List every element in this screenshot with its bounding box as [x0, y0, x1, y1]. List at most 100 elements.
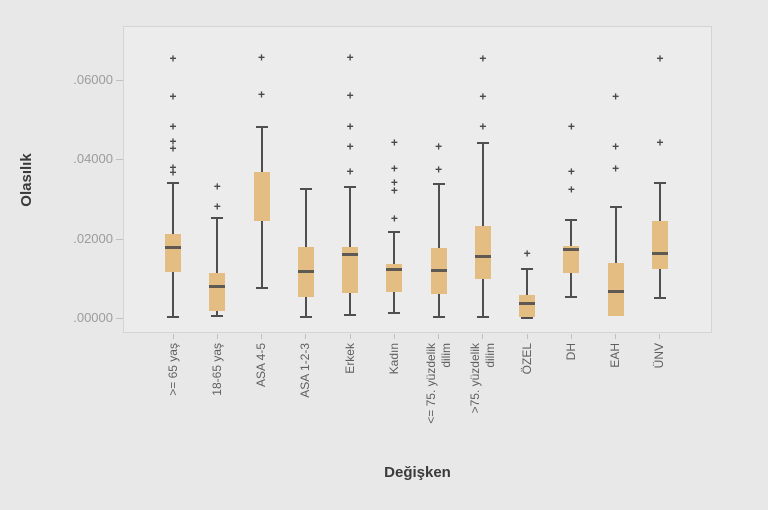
outlier-point: +: [612, 161, 620, 176]
outlier-point: +: [435, 139, 443, 154]
outlier-point: +: [390, 161, 398, 176]
whisker: [614, 206, 617, 316]
outlier-point: +: [479, 51, 487, 66]
x-tick-label: Erkek: [342, 343, 357, 374]
x-tick-label: <= 75. yüzdelik dilim: [424, 343, 454, 424]
whisker-cap-bottom: [167, 315, 179, 318]
whisker: [526, 268, 529, 318]
y-axis-title-text: Olasılık: [17, 153, 35, 207]
outlier-point: +: [479, 89, 487, 104]
median-line: [651, 251, 668, 255]
outlier-point: +: [656, 135, 664, 150]
outlier-point: +: [346, 88, 354, 103]
outlier-point: +: [567, 164, 575, 179]
iqr-box: [474, 226, 491, 280]
outlier-point: +: [169, 119, 177, 134]
outlier-point: +: [390, 135, 398, 150]
x-tick-label: ÜNV: [652, 343, 667, 369]
whisker-cap-top: [388, 230, 401, 233]
x-tick-mark: [438, 334, 440, 339]
whisker-cap-top: [653, 182, 666, 185]
median-line: [165, 246, 181, 250]
y-tick-mark: [116, 238, 123, 240]
x-tick-mark: [305, 334, 307, 339]
outlier-point: +: [169, 165, 177, 180]
outlier-point: +: [612, 89, 620, 104]
whisker-cap-bottom: [255, 286, 268, 289]
outlier-point: +: [390, 175, 398, 190]
outlier-point: +: [213, 199, 221, 214]
x-tick-mark: [526, 334, 528, 339]
y-tick-mark: [116, 159, 123, 161]
x-tick-mark: [659, 334, 661, 339]
whisker-cap-top: [255, 125, 268, 128]
whisker-cap-top: [476, 142, 489, 145]
y-tick-label: .04000: [73, 151, 113, 167]
y-tick-label: .00000: [73, 310, 113, 325]
y-tick-label: .06000: [73, 72, 113, 88]
outlier-point: +: [390, 211, 398, 226]
iqr-box: [519, 295, 536, 317]
median-line: [607, 290, 624, 294]
x-tick-label: 18-65 yaş: [209, 343, 224, 396]
outlier-point: +: [169, 141, 177, 156]
iqr-box: [253, 172, 270, 221]
outlier-point: +: [390, 183, 398, 198]
whisker-cap-top: [521, 267, 534, 270]
x-tick-label: >75. yüzdelik dilim: [468, 343, 498, 414]
x-tick-label: DH: [563, 343, 578, 361]
outlier-point: +: [435, 162, 443, 177]
median-line: [386, 267, 403, 271]
outlier-point: +: [169, 134, 177, 149]
whisker-cap-bottom: [521, 317, 534, 319]
whisker-cap-bottom: [388, 311, 401, 314]
whisker-cap-top: [609, 205, 622, 208]
whisker-cap-bottom: [299, 315, 312, 318]
whisker-cap-top: [299, 188, 312, 191]
whisker-cap-top: [565, 219, 578, 222]
y-tick-label: .02000: [73, 230, 113, 246]
x-tick-mark: [261, 334, 263, 339]
x-tick-mark: [482, 334, 484, 339]
x-tick-label: Kadın: [386, 343, 401, 375]
outlier-point: +: [479, 119, 487, 134]
outlier-point: +: [213, 179, 221, 194]
x-tick-mark: [570, 334, 572, 339]
median-line: [342, 253, 359, 257]
y-tick-mark: [116, 80, 123, 82]
whisker-cap-bottom: [344, 313, 357, 316]
outlier-point: +: [346, 139, 354, 154]
iqr-box: [607, 262, 624, 316]
x-tick-mark: [349, 334, 351, 339]
median-line: [297, 269, 314, 273]
whisker-cap-bottom: [432, 315, 445, 318]
x-axis-title: Değişken: [384, 464, 451, 481]
outlier-point: +: [346, 119, 354, 134]
whisker-cap-top: [344, 186, 357, 189]
median-line: [209, 284, 226, 288]
x-tick-mark: [172, 334, 174, 339]
outlier-point: +: [567, 119, 575, 134]
x-tick-mark: [216, 334, 218, 339]
iqr-box: [651, 221, 668, 269]
outlier-point: +: [567, 182, 575, 197]
iqr-box: [209, 273, 226, 311]
iqr-box: [386, 264, 403, 292]
whisker-cap-bottom: [653, 297, 666, 300]
iqr-box: [165, 233, 181, 272]
median-line: [519, 301, 536, 305]
median-line: [563, 248, 580, 251]
whisker: [216, 218, 219, 316]
outlier-point: +: [656, 51, 664, 66]
median-line: [430, 269, 447, 273]
x-tick-mark: [615, 334, 617, 339]
whisker-cap-bottom: [476, 315, 489, 318]
x-tick-label: EAH: [608, 343, 623, 368]
outlier-point: +: [346, 164, 354, 179]
x-tick-label: ÖZEL: [519, 343, 534, 375]
x-tick-label: ASA 1-2-3: [298, 343, 313, 398]
x-tick-label: ASA 4-5: [254, 343, 269, 388]
outlier-point: +: [612, 139, 620, 154]
x-tick-label: >= 65 yaş: [165, 343, 180, 396]
